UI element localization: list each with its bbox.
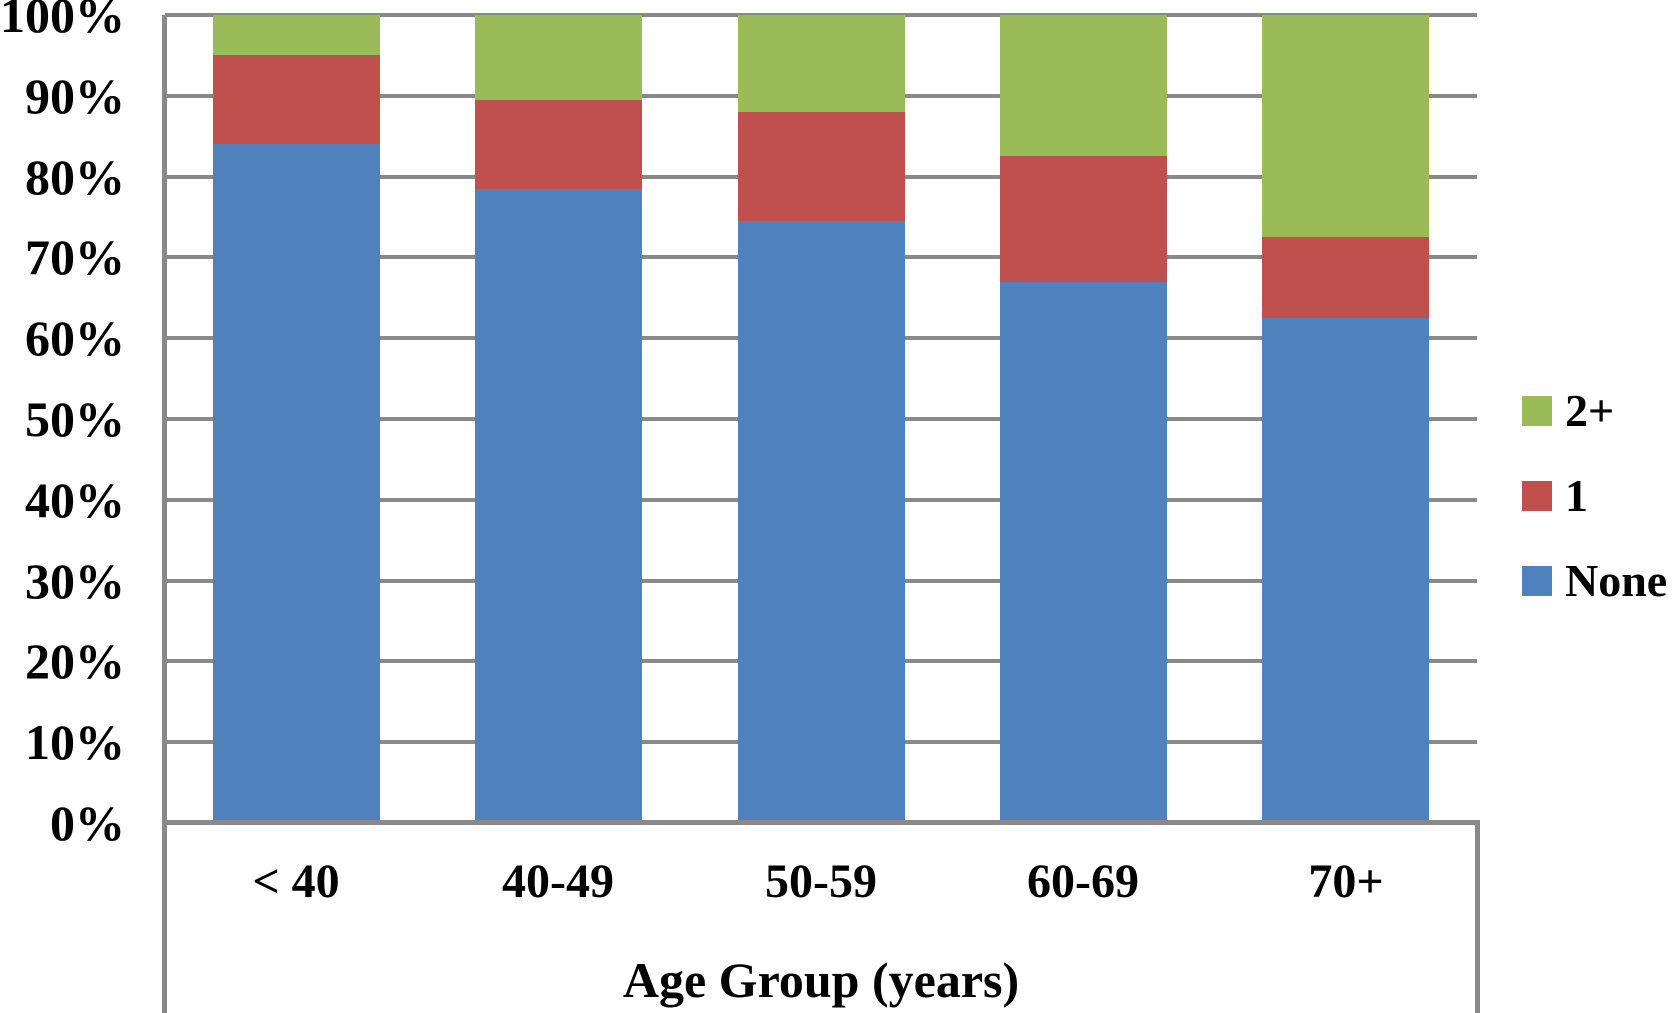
x-axis-line: [162, 820, 1480, 825]
category-label: 70+: [1308, 855, 1384, 908]
bar-segment-2: [1000, 15, 1167, 156]
bar-segment-1: [213, 55, 380, 144]
grid-line: [165, 417, 1477, 421]
grid-line: [165, 13, 1477, 17]
legend-swatch-icon: [1522, 395, 1552, 426]
legend-swatch-icon: [1522, 480, 1552, 511]
x-axis-title: Age Group (years): [622, 952, 1020, 1008]
bar-segment-none: [213, 144, 380, 823]
grid-line: [165, 175, 1477, 179]
category-label: 60-69: [1027, 855, 1139, 908]
y-tick-label: 100%: [0, 0, 125, 43]
bar-segment-2: [1262, 15, 1429, 237]
y-tick-label: 70%: [25, 229, 125, 285]
bar-segment-none: [738, 221, 905, 823]
grid-line: [165, 255, 1477, 259]
legend-label: None: [1565, 555, 1668, 606]
category-label: < 40: [252, 855, 340, 908]
legend-swatch-icon: [1522, 565, 1552, 596]
legend-item: 1: [1522, 467, 1667, 524]
grid-line: [165, 659, 1477, 663]
bar-segment-none: [1262, 318, 1429, 823]
grid-line: [165, 336, 1477, 340]
bar-segment-2: [213, 15, 380, 55]
grid-line: [165, 740, 1477, 744]
bar-segment-none: [1000, 282, 1167, 823]
y-tick-label: 0%: [50, 795, 125, 851]
y-tick-label: 20%: [25, 633, 125, 689]
grid-line: [165, 579, 1477, 583]
bar-segment-1: [1000, 156, 1167, 282]
bar-segment-1: [475, 100, 642, 189]
y-tick-label: 80%: [25, 149, 125, 205]
y-tick-label: 30%: [25, 553, 125, 609]
y-axis-line: [162, 15, 167, 1013]
category-box-right-border: [1475, 820, 1480, 1013]
legend-label: 1: [1565, 470, 1588, 521]
y-tick-label: 10%: [25, 714, 125, 770]
bar-segment-1: [1262, 237, 1429, 318]
y-tick-label: 60%: [25, 310, 125, 366]
grid-line: [165, 94, 1477, 98]
bar-segment-2: [475, 15, 642, 100]
legend-item: None: [1522, 552, 1667, 609]
legend: 2+ 1 None: [1522, 382, 1667, 637]
category-label: 40-49: [502, 855, 614, 908]
grid-line: [165, 498, 1477, 502]
legend-item: 2+: [1522, 382, 1667, 439]
category-label: 50-59: [765, 855, 877, 908]
legend-label: 2+: [1565, 385, 1615, 436]
y-tick-label: 50%: [25, 391, 125, 447]
y-tick-label: 90%: [25, 68, 125, 124]
bar-segment-2: [738, 15, 905, 112]
bar-segment-none: [475, 189, 642, 823]
bar-segment-1: [738, 112, 905, 221]
y-tick-label: 40%: [25, 472, 125, 528]
